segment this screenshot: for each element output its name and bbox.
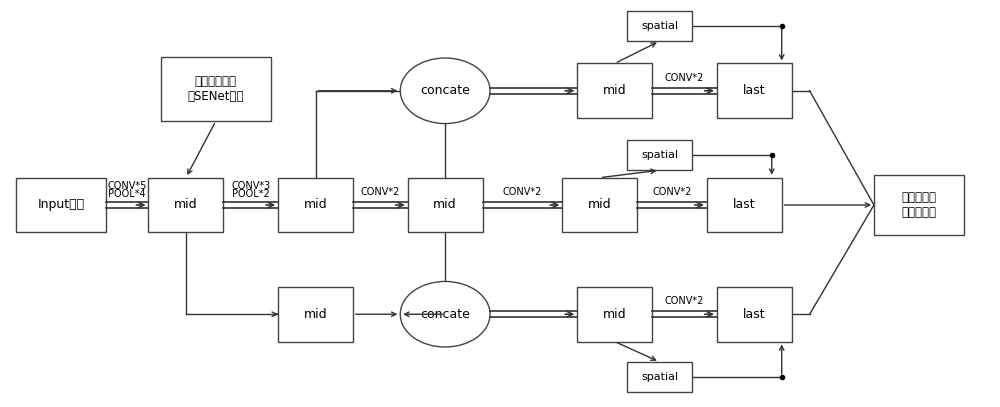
Text: CONV*2: CONV*2 — [361, 187, 400, 197]
Text: mid: mid — [304, 308, 327, 321]
Bar — [577, 287, 652, 341]
Bar — [562, 178, 637, 232]
Bar — [278, 178, 353, 232]
Text: last: last — [743, 308, 766, 321]
Bar — [627, 362, 692, 392]
Bar — [627, 11, 692, 41]
Bar — [148, 178, 223, 232]
Text: CONV*2: CONV*2 — [652, 187, 692, 197]
Bar — [627, 140, 692, 170]
Bar — [717, 63, 792, 118]
Text: mid: mid — [603, 308, 626, 321]
Text: mid: mid — [174, 199, 198, 212]
Text: mid: mid — [433, 199, 457, 212]
Text: POOL*4: POOL*4 — [108, 189, 146, 199]
Bar — [161, 57, 271, 121]
Bar — [874, 175, 964, 235]
Text: last: last — [743, 84, 766, 97]
Bar — [707, 178, 782, 232]
Bar — [408, 178, 483, 232]
Bar — [16, 178, 106, 232]
Bar — [278, 287, 353, 341]
Ellipse shape — [400, 282, 490, 347]
Text: CONV*2: CONV*2 — [665, 73, 704, 83]
Text: CONV*2: CONV*2 — [503, 187, 542, 197]
Text: CONV*5: CONV*5 — [108, 181, 147, 191]
Text: CONV*2: CONV*2 — [665, 296, 704, 306]
Text: concate: concate — [420, 308, 470, 321]
Text: last: last — [733, 199, 756, 212]
Text: spatial: spatial — [641, 21, 678, 31]
Text: spatial: spatial — [641, 150, 678, 160]
Text: 特征提取层使
用SENet结构: 特征提取层使 用SENet结构 — [188, 75, 244, 103]
Text: mid: mid — [603, 84, 626, 97]
Ellipse shape — [400, 58, 490, 124]
Text: concate: concate — [420, 84, 470, 97]
Bar — [717, 287, 792, 341]
Text: mid: mid — [588, 199, 612, 212]
Text: spatial: spatial — [641, 372, 678, 382]
Text: mid: mid — [304, 199, 327, 212]
Text: POOL*2: POOL*2 — [232, 189, 270, 199]
Text: Input输入: Input输入 — [38, 199, 85, 212]
Bar — [577, 63, 652, 118]
Text: CONV*3: CONV*3 — [231, 181, 270, 191]
Text: 特征归一化
及欧式映射: 特征归一化 及欧式映射 — [901, 191, 936, 219]
